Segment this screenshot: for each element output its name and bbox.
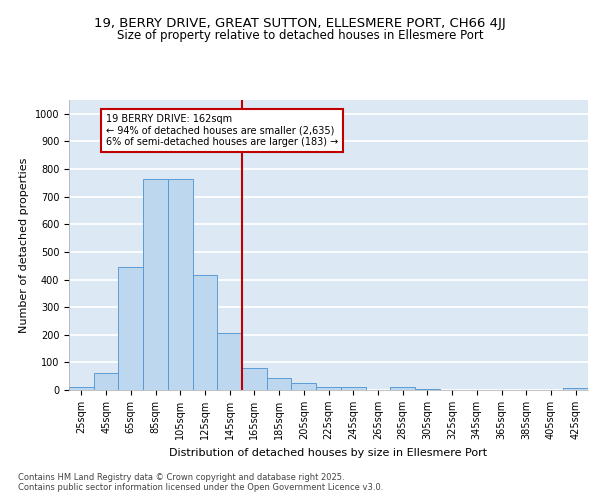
Bar [69, 387, 94, 390]
Y-axis label: Number of detached properties: Number of detached properties [19, 158, 29, 332]
Bar [316, 386, 341, 390]
Text: Size of property relative to detached houses in Ellesmere Port: Size of property relative to detached ho… [116, 29, 484, 42]
Bar [168, 178, 193, 390]
Bar [193, 276, 217, 390]
X-axis label: Distribution of detached houses by size in Ellesmere Port: Distribution of detached houses by size … [169, 448, 488, 458]
Bar [415, 388, 440, 390]
Bar [390, 386, 415, 390]
Text: 19 BERRY DRIVE: 162sqm
← 94% of detached houses are smaller (2,635)
6% of semi-d: 19 BERRY DRIVE: 162sqm ← 94% of detached… [106, 114, 338, 147]
Bar [563, 388, 588, 390]
Bar [217, 334, 242, 390]
Bar [94, 372, 118, 390]
Bar [267, 378, 292, 390]
Bar [341, 386, 365, 390]
Bar [143, 178, 168, 390]
Bar [118, 267, 143, 390]
Bar [292, 382, 316, 390]
Bar [242, 368, 267, 390]
Text: 19, BERRY DRIVE, GREAT SUTTON, ELLESMERE PORT, CH66 4JJ: 19, BERRY DRIVE, GREAT SUTTON, ELLESMERE… [94, 18, 506, 30]
Text: Contains HM Land Registry data © Crown copyright and database right 2025.
Contai: Contains HM Land Registry data © Crown c… [18, 472, 383, 492]
